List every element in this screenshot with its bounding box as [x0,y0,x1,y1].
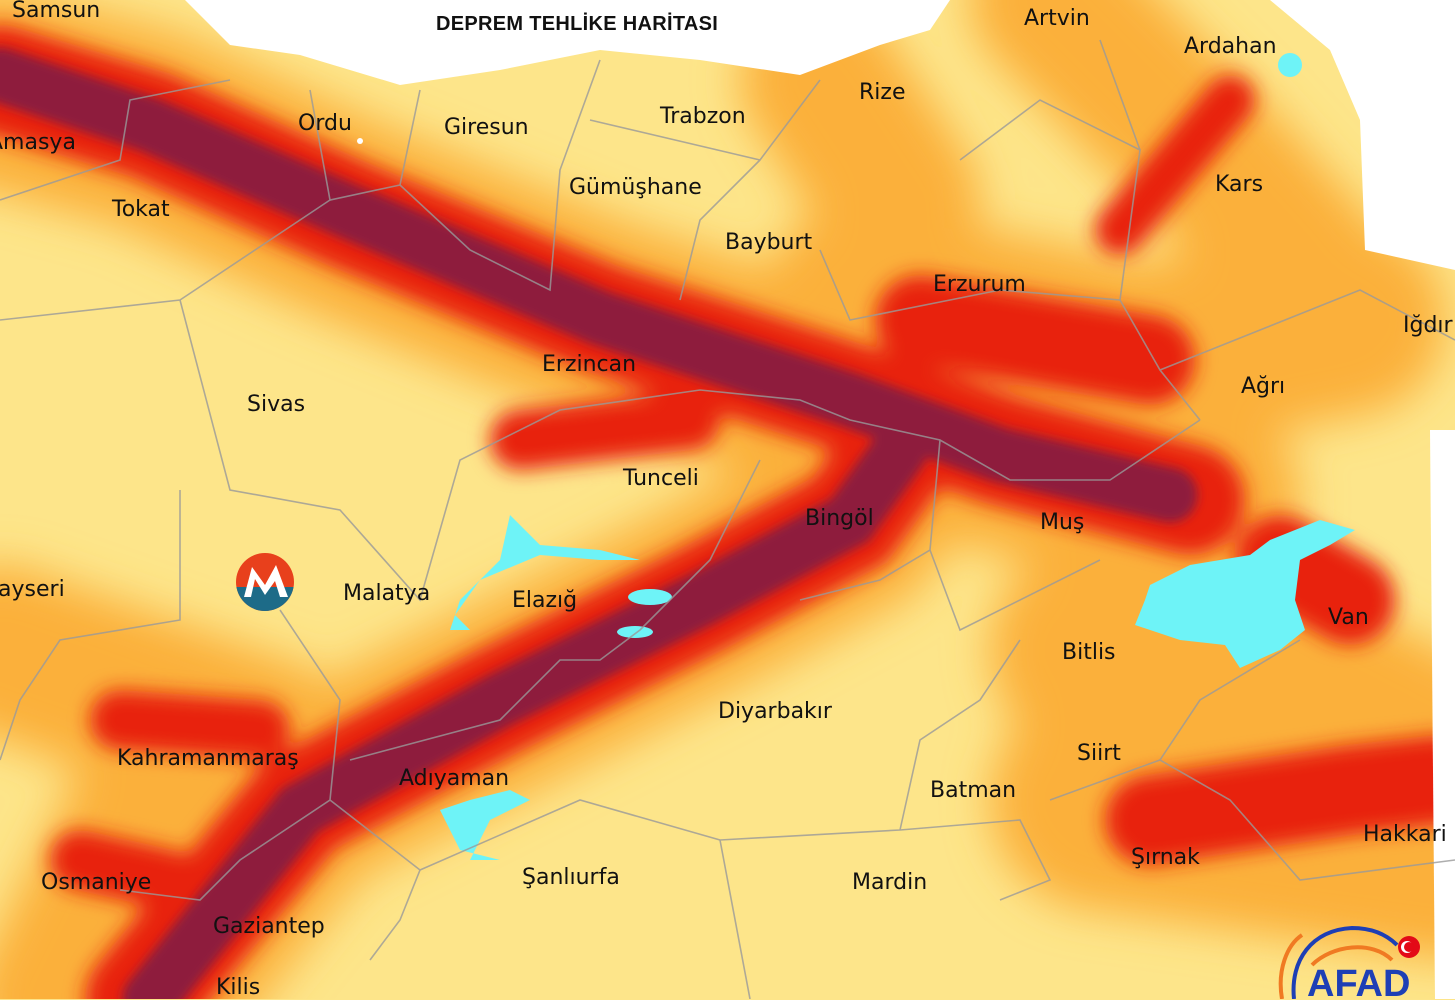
very-high-hazard-zone [0,47,1198,999]
province-label-batman: Batman [930,778,1017,803]
province-label-erzincan: Erzincan [542,352,637,377]
afad-logo: AFAD [1278,925,1420,999]
province-label-giresun: Giresun [444,115,529,140]
svg-text:AFAD: AFAD [1307,963,1410,999]
province-label-kars: Kars [1215,172,1264,197]
province-label-trabzon: Trabzon [660,104,746,129]
province-label-sivas: Sivas [247,392,306,417]
province-label-igdir: Iğdır [1403,313,1453,338]
province-label-gumushane: Gümüşhane [569,175,702,200]
province-label-osmaniye: Osmaniye [41,870,152,895]
province-label-kayseri: Kayseri [0,577,65,602]
province-label-kilis: Kilis [216,975,261,1000]
province-label-mus: Muş [1040,510,1085,535]
province-label-artvin: Artvin [1024,6,1090,31]
province-label-malatya: Malatya [343,581,431,606]
map-title: DEPREM TEHLİKE HARİTASI [436,13,719,35]
province-label-adiyaman: Adıyaman [399,766,510,791]
outside-area [185,0,1455,999]
lakes [440,53,1355,860]
province-label-agri: Ağrı [1241,374,1286,399]
lake-van [1135,520,1355,668]
province-label-bitlis: Bitlis [1062,640,1116,665]
province-label-diyarbakir: Diyarbakır [718,699,832,724]
province-label-erzurum: Erzurum [933,272,1026,297]
province-label-elazig: Elazığ [512,588,578,613]
lake-hazar [628,589,672,605]
province-label-tokat: Tokat [112,197,170,222]
province-label-kahramanmaras: Kahramanmaraş [117,746,299,771]
watermark-m-logo [236,553,294,611]
province-label-mardin: Mardin [852,870,928,895]
province-borders [0,39,1455,999]
province-label-ordu: Ordu [298,111,352,136]
province-label-amasya: Amasya [0,130,76,155]
province-label-siirt: Siirt [1077,741,1121,766]
province-label-ardahan: Ardahan [1184,34,1277,59]
ataturk-dam [440,790,530,860]
province-label-rize: Rize [859,80,906,105]
province-label-van: Van [1328,605,1369,630]
province-label-bayburt: Bayburt [725,230,813,255]
province-label-hakkari: Hakkari [1363,822,1447,847]
province-label-sanliurfa: Şanlıurfa [522,865,620,890]
province-label-sirnak: Şırnak [1131,845,1200,870]
keban-dam [450,515,640,630]
province-label-samsun: Samsun [12,0,101,23]
province-label-gaziantep: Gaziantep [213,914,325,939]
province-label-bingol: Bingöl [805,506,874,531]
province-label-tunceli: Tunceli [623,466,699,491]
